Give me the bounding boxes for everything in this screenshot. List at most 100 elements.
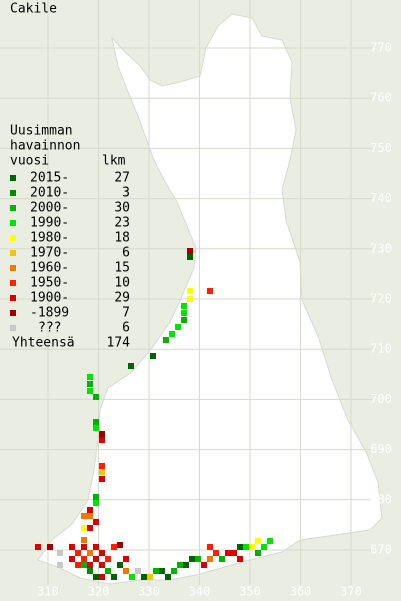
legend-swatch <box>10 250 16 256</box>
observation <box>165 574 171 580</box>
legend-heading: Uusimman <box>10 124 73 139</box>
y-label: 700 <box>370 392 392 406</box>
x-label: 310 <box>37 585 59 599</box>
y-label: 750 <box>370 141 392 155</box>
observation <box>219 556 225 562</box>
legend-total-label: Yhteensä <box>12 336 75 351</box>
observation <box>207 556 213 562</box>
observation <box>99 574 105 580</box>
observation <box>81 556 87 562</box>
legend-count: 15 <box>114 261 130 276</box>
observation <box>87 525 93 531</box>
observation <box>99 476 105 482</box>
observation <box>123 556 129 562</box>
legend-heading: vuosi <box>10 154 49 169</box>
observation <box>147 574 153 580</box>
observation <box>99 562 105 568</box>
grid: 310 320 330 340 350 360 3706706806907007107207… <box>0 0 392 599</box>
observation <box>187 288 193 294</box>
observation <box>117 562 123 568</box>
y-label: 770 <box>370 41 392 55</box>
legend-count: 29 <box>114 291 130 306</box>
observation <box>249 544 255 550</box>
observation <box>150 353 156 359</box>
observation <box>177 562 183 568</box>
legend-swatch <box>10 175 16 181</box>
legend-label: 1950- <box>30 276 69 291</box>
observation <box>243 544 249 550</box>
observation <box>69 556 75 562</box>
observation <box>87 568 93 574</box>
legend-count: 27 <box>114 171 130 186</box>
observation <box>189 556 195 562</box>
legend-count: 3 <box>122 186 130 201</box>
legend-label: 1980- <box>30 231 69 246</box>
legend-swatch <box>10 295 16 301</box>
x-label: 330 <box>138 585 160 599</box>
legend-count: 6 <box>122 321 130 336</box>
legend-count: 6 <box>122 246 130 261</box>
observation <box>69 544 75 550</box>
legend-swatch <box>10 220 16 226</box>
y-label: 730 <box>370 241 392 255</box>
observation <box>159 568 165 574</box>
legend-label: ??? <box>38 321 61 336</box>
observation <box>181 303 187 309</box>
legend-total: 174 <box>107 336 131 351</box>
observation <box>201 562 207 568</box>
observation <box>87 562 93 568</box>
x-label: 370 <box>340 585 362 599</box>
map-title: Cakile <box>10 2 57 17</box>
x-label: 320 <box>88 585 110 599</box>
observation <box>93 425 99 431</box>
legend-swatch <box>10 190 16 196</box>
legend-label: -1899 <box>30 306 69 321</box>
observation <box>93 419 99 425</box>
observation <box>231 550 237 556</box>
legend-heading: havainnon <box>10 139 80 154</box>
x-label: 360 <box>290 585 312 599</box>
legend-label: 1960- <box>30 261 69 276</box>
legend-count: 23 <box>114 216 130 231</box>
observation <box>93 394 99 400</box>
observation <box>93 494 99 500</box>
legend-count-heading: lkm <box>102 154 126 169</box>
observation <box>99 469 105 475</box>
observation <box>135 568 141 574</box>
observation <box>111 544 117 550</box>
observation <box>181 317 187 323</box>
observation <box>183 562 189 568</box>
observation <box>128 363 134 369</box>
observation <box>195 556 201 562</box>
legend-swatch <box>10 325 16 331</box>
y-label: 710 <box>370 342 392 356</box>
observation <box>87 381 93 387</box>
observation <box>57 562 63 568</box>
legend-label: 1970- <box>30 246 69 261</box>
observation <box>255 550 261 556</box>
observation <box>57 550 63 556</box>
y-label: 720 <box>370 292 392 306</box>
observation <box>93 544 99 550</box>
observation <box>105 556 111 562</box>
legend-label: 1900- <box>30 291 69 306</box>
observations <box>35 248 273 580</box>
observation <box>87 550 93 556</box>
legend-swatch <box>10 265 16 271</box>
legend-swatch <box>10 235 16 241</box>
observation <box>163 337 169 343</box>
observation <box>237 556 243 562</box>
observation <box>111 574 117 580</box>
observation <box>87 374 93 380</box>
observation <box>181 310 187 316</box>
legend-count: 10 <box>114 276 130 291</box>
observation <box>123 568 129 574</box>
observation <box>87 513 93 519</box>
observation <box>129 574 135 580</box>
legend-count: 18 <box>114 231 130 246</box>
observation <box>267 538 273 544</box>
observation <box>99 463 105 469</box>
observation <box>81 513 87 519</box>
observation <box>213 550 219 556</box>
